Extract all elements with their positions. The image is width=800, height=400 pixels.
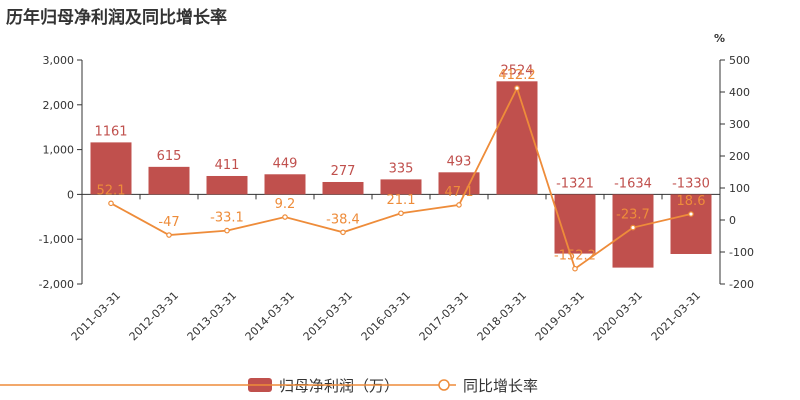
bar[interactable] [496,81,538,195]
y-right-tick-label: -200 [729,278,754,291]
bar-value-label: 615 [157,149,182,164]
bar[interactable] [438,172,480,195]
bar-value-label: 1161 [94,124,127,139]
y-left-tick-label: 2,000 [43,99,75,112]
line-value-label: 52.1 [97,183,126,198]
x-tick-label: 2011-03-31 [69,289,123,343]
line-point[interactable] [224,227,230,234]
bar-value-label: -1330 [672,176,710,191]
line-value-label: 9.2 [275,197,296,212]
y-left-tick-label: 0 [67,188,74,201]
x-tick-label: 2014-03-31 [243,289,297,343]
line-point[interactable] [398,210,404,217]
x-tick-label: 2020-03-31 [591,289,645,343]
line-value-label: -23.7 [616,208,650,223]
line-value-label: -33.1 [210,211,244,226]
bar-value-label: 493 [447,154,472,169]
line-value-label: 47.1 [445,185,474,200]
line-point[interactable] [456,202,462,208]
x-tick-label: 2021-03-31 [649,289,703,343]
bar[interactable] [380,179,422,195]
bar[interactable] [206,175,248,195]
bar[interactable] [90,142,132,195]
bar-value-label: -1321 [556,176,594,191]
x-tick-label: 2017-03-31 [417,289,471,343]
bar[interactable] [612,194,654,268]
line-value-label: -152.2 [554,249,596,264]
x-tick-label: 2013-03-31 [185,289,239,343]
y-right-tick-label: 200 [729,150,750,163]
y-right-tick-label: 0 [729,214,736,227]
line-point[interactable] [166,232,172,238]
line-point[interactable] [630,224,636,231]
data-labels: 1161 615 411 449 277 335 493 2524 -1321 -1634 -133… [94,63,709,263]
y-right-unit: % [714,32,725,45]
line-value-label: -47 [158,215,179,230]
line-point[interactable] [282,214,288,220]
legend-line-marker [438,379,450,391]
line-value-label: -38.4 [326,212,360,227]
line-point[interactable] [572,265,578,272]
bar[interactable] [148,166,190,195]
line-point[interactable] [340,229,346,236]
growth-line [110,85,692,271]
y-right-tick-label: 500 [729,54,750,67]
y-left-tick-label: 1,000 [43,144,75,157]
x-tick-label: 2012-03-31 [127,289,181,343]
line-value-label: 412.2 [498,68,535,83]
line-value-label: 18.6 [677,194,706,209]
legend-line-label: 同比增长率 [463,377,538,395]
x-tick-label: 2018-03-31 [475,289,529,343]
line-value-label: 21.1 [387,193,416,208]
bar[interactable] [264,174,306,195]
bar-series [90,81,712,268]
bar[interactable] [670,194,712,254]
y-left-tick-label: 3,000 [43,54,75,67]
x-tick-label: 2015-03-31 [301,289,355,343]
bar-value-label: 277 [331,164,356,179]
y-right-tick-label: 400 [729,86,750,99]
bar-value-label: -1634 [614,176,652,191]
legend[interactable]: 归母净利润（万） 同比增长率 [0,377,538,395]
y-left-tick-label: -2,000 [39,278,74,291]
bar-value-label: 449 [273,156,298,171]
bar-value-label: 335 [389,161,414,176]
y-right-tick-label: 100 [729,182,750,195]
bar[interactable] [322,181,364,195]
y-left-tick-label: -1,000 [39,233,74,246]
bar-value-label: 2524 [500,63,533,78]
x-tick-label: 2019-03-31 [533,289,587,343]
line-point[interactable] [688,211,694,217]
legend-bar-label: 归母净利润（万） [279,377,399,395]
y-right-tick-label: 300 [729,118,750,131]
y-right-tick-label: -100 [729,246,754,259]
x-tick-label: 2016-03-31 [359,289,413,343]
chart-title: 历年归母净利润及同比增长率 [6,8,227,28]
line-point[interactable] [514,85,520,91]
line-series [108,85,694,272]
bar-value-label: 411 [215,158,240,173]
line-point[interactable] [108,200,114,207]
